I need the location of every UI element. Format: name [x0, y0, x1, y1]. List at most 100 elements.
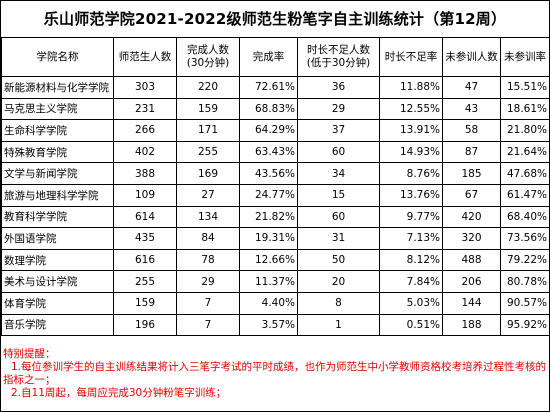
table-row: 美术与设计学院 255 29 11.37% 20 7.84% 206 80.78% — [1, 270, 550, 293]
absent-rate-cell: 15.51% — [500, 76, 550, 99]
absent-cell: 488 — [442, 248, 501, 272]
absent-cell: 58 — [442, 119, 501, 142]
completed-cell: 7 — [176, 291, 240, 315]
absent-cell: 47 — [442, 76, 501, 99]
college-name-cell: 文学与新闻学院 — [1, 162, 114, 185]
completion-rate-cell: 43.56% — [239, 162, 298, 185]
column-header-completed: 完成人数 (30分钟) — [176, 37, 240, 77]
completion-rate-cell: 3.57% — [239, 313, 298, 337]
short-cell: 20 — [297, 270, 380, 293]
short-cell: 36 — [297, 76, 380, 99]
short-rate-cell: 8.12% — [379, 248, 443, 272]
completion-rate-cell: 19.31% — [239, 227, 298, 250]
table-row: 马克思主义学院 231 159 68.83% 29 12.55% 43 18.61% — [1, 97, 550, 121]
completion-rate-cell: 64.29% — [239, 119, 298, 142]
absent-rate-cell: 47.68% — [500, 162, 550, 185]
college-name-cell: 音乐学院 — [1, 313, 114, 337]
students-cell: 159 — [113, 291, 177, 315]
students-cell: 266 — [113, 119, 177, 142]
college-name-cell: 体育学院 — [1, 291, 114, 315]
absent-rate-cell: 68.40% — [500, 205, 550, 229]
absent-rate-cell: 95.92% — [500, 313, 550, 337]
short-cell: 50 — [297, 248, 380, 272]
completed-cell: 169 — [176, 162, 240, 185]
completed-cell: 171 — [176, 119, 240, 142]
table-header-row: 学院名称 师范生人数 完成人数 (30分钟) 完成率 时长不足人数 (低于30分… — [1, 37, 550, 77]
short-rate-cell: 8.76% — [379, 162, 443, 185]
notes-heading: 特别提醒： — [3, 348, 56, 360]
note-item: 1.每位参训学生的自主训练结果将计入三笔字考试的平时成绩，也作为师范生中小学教师… — [3, 361, 547, 386]
short-rate-cell: 7.13% — [379, 227, 443, 250]
absent-cell: 188 — [442, 313, 501, 337]
students-cell: 402 — [113, 140, 177, 164]
college-name-cell: 美术与设计学院 — [1, 270, 114, 293]
college-name-cell: 马克思主义学院 — [1, 97, 114, 121]
college-name-cell: 数理学院 — [1, 248, 114, 272]
absent-rate-cell: 21.80% — [500, 119, 550, 142]
column-header-absent-rate: 未参训率 — [500, 37, 550, 77]
students-cell: 614 — [113, 205, 177, 229]
completed-cell: 7 — [176, 313, 240, 337]
table-row: 新能源材料与化学学院 303 220 72.61% 36 11.88% 47 15.51% — [1, 76, 550, 99]
short-rate-cell: 14.93% — [379, 140, 443, 164]
absent-cell: 43 — [442, 97, 501, 121]
short-rate-cell: 13.76% — [379, 183, 443, 207]
table-row: 文学与新闻学院 388 169 43.56% 34 8.76% 185 47.68% — [1, 162, 550, 185]
short-cell: 31 — [297, 227, 380, 250]
students-cell: 109 — [113, 183, 177, 207]
table-row: 音乐学院 196 7 3.57% 1 0.51% 188 95.92% — [1, 313, 550, 337]
completion-rate-cell: 72.61% — [239, 76, 298, 99]
short-cell: 29 — [297, 97, 380, 121]
table-row: 特殊教育学院 402 255 63.43% 60 14.93% 87 21.64% — [1, 140, 550, 164]
students-cell: 388 — [113, 162, 177, 185]
students-cell: 196 — [113, 313, 177, 337]
column-header-students: 师范生人数 — [113, 37, 177, 77]
completed-cell: 159 — [176, 97, 240, 121]
absent-rate-cell: 80.78% — [500, 270, 550, 293]
short-rate-cell: 0.51% — [379, 313, 443, 337]
college-name-cell: 新能源材料与化学学院 — [1, 76, 114, 99]
statistics-table: 学院名称 师范生人数 完成人数 (30分钟) 完成率 时长不足人数 (低于30分… — [1, 37, 550, 337]
college-name-cell: 生命科学学院 — [1, 119, 114, 142]
short-cell: 37 — [297, 119, 380, 142]
completed-cell: 27 — [176, 183, 240, 207]
note-item: 2.自11周起，每周应完成30分钟粉笔字训练； — [11, 387, 227, 399]
completion-rate-cell: 68.83% — [239, 97, 298, 121]
completed-cell: 134 — [176, 205, 240, 229]
completed-cell: 220 — [176, 76, 240, 99]
completed-cell: 78 — [176, 248, 240, 272]
completed-cell: 84 — [176, 227, 240, 250]
short-rate-cell: 13.91% — [379, 119, 443, 142]
absent-cell: 67 — [442, 183, 501, 207]
absent-cell: 206 — [442, 270, 501, 293]
table-row: 外国语学院 435 84 19.31% 31 7.13% 320 73.56% — [1, 227, 550, 250]
completed-cell: 29 — [176, 270, 240, 293]
short-rate-cell: 9.77% — [379, 205, 443, 229]
table-row: 教育科学学院 614 134 21.82% 60 9.77% 420 68.40% — [1, 205, 550, 229]
absent-cell: 420 — [442, 205, 501, 229]
absent-rate-cell: 90.57% — [500, 291, 550, 315]
table-row: 体育学院 159 7 4.40% 8 5.03% 144 90.57% — [1, 291, 550, 315]
table-row: 数理学院 616 78 12.66% 50 8.12% 488 79.22% — [1, 248, 550, 272]
absent-cell: 144 — [442, 291, 501, 315]
column-header-completion-rate: 完成率 — [239, 37, 298, 77]
notes-block: 特别提醒： 1.每位参训学生的自主训练结果将计入三笔字考试的平时成绩，也作为师范… — [3, 348, 547, 400]
completion-rate-cell: 4.40% — [239, 291, 298, 315]
absent-cell: 87 — [442, 140, 501, 164]
absent-cell: 185 — [442, 162, 501, 185]
college-name-cell: 旅游与地理科学学院 — [1, 183, 114, 207]
absent-rate-cell: 18.61% — [500, 97, 550, 121]
short-rate-cell: 11.88% — [379, 76, 443, 99]
table-row: 生命科学学院 266 171 64.29% 37 13.91% 58 21.80% — [1, 119, 550, 142]
column-header-short-rate: 时长不足率 — [379, 37, 443, 77]
short-rate-cell: 7.84% — [379, 270, 443, 293]
column-header-absent: 未参训人数 — [442, 37, 501, 77]
column-header-short: 时长不足人数 (低于30分钟) — [297, 37, 380, 77]
short-cell: 1 — [297, 313, 380, 337]
absent-rate-cell: 79.22% — [500, 248, 550, 272]
students-cell: 255 — [113, 270, 177, 293]
absent-rate-cell: 61.47% — [500, 183, 550, 207]
completion-rate-cell: 21.82% — [239, 205, 298, 229]
students-cell: 231 — [113, 97, 177, 121]
